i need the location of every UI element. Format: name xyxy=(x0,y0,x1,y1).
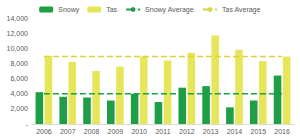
svg-text:14,000: 14,000 xyxy=(7,15,29,22)
svg-text:2,000: 2,000 xyxy=(10,105,28,112)
svg-text:2012: 2012 xyxy=(179,128,195,135)
svg-text:6,000: 6,000 xyxy=(10,75,28,82)
svg-text:2009: 2009 xyxy=(108,128,124,135)
svg-text:8,000: 8,000 xyxy=(10,60,28,67)
svg-text:Snowy Average: Snowy Average xyxy=(145,6,194,14)
svg-text:2015: 2015 xyxy=(250,128,266,135)
svg-text:12,000: 12,000 xyxy=(7,30,29,37)
svg-text:4,000: 4,000 xyxy=(10,90,28,97)
svg-text:-: - xyxy=(26,121,29,128)
svg-text:2013: 2013 xyxy=(203,128,219,135)
svg-text:2011: 2011 xyxy=(155,128,170,135)
svg-text:10,000: 10,000 xyxy=(7,45,29,52)
svg-text:2007: 2007 xyxy=(60,128,76,135)
svg-text:2014: 2014 xyxy=(227,128,243,135)
svg-text:Snowy: Snowy xyxy=(58,6,80,14)
svg-text:Tas: Tas xyxy=(106,6,117,13)
svg-text:2006: 2006 xyxy=(36,128,52,135)
svg-text:2008: 2008 xyxy=(84,128,100,135)
svg-text:Tas Average: Tas Average xyxy=(222,6,261,14)
svg-text:2016: 2016 xyxy=(274,128,290,135)
svg-text:2010: 2010 xyxy=(131,128,147,135)
